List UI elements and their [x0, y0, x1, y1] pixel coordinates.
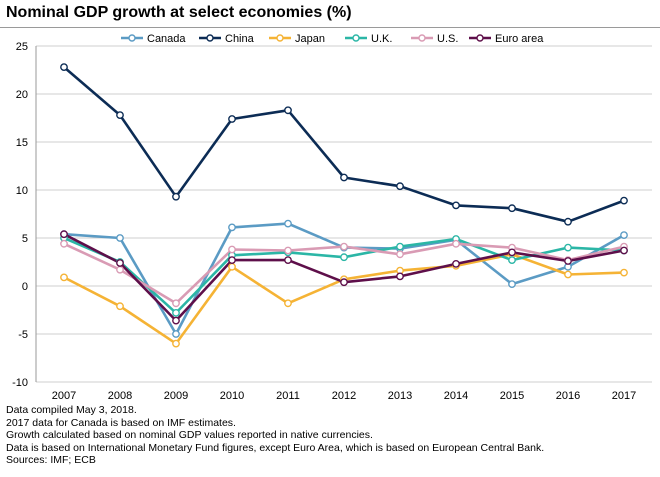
legend-swatch-marker: [352, 34, 360, 42]
data-point-u-s: [452, 239, 460, 248]
data-point-u-s: [172, 299, 180, 308]
x-tick-label: 2011: [276, 390, 300, 400]
data-point-canada: [620, 231, 628, 240]
legend-label: Japan: [295, 33, 325, 45]
series-line-u-s: [62, 242, 626, 305]
data-point-canada: [508, 280, 516, 289]
data-point-japan: [228, 262, 236, 271]
legend-label: Euro area: [495, 33, 544, 45]
x-tick-label: 2016: [556, 390, 580, 400]
y-tick-label: 10: [16, 185, 28, 197]
data-point-china: [340, 173, 348, 182]
note-line: Growth calculated based on nominal GDP v…: [6, 429, 373, 442]
y-tick-label: 15: [16, 137, 28, 149]
data-point-canada: [116, 234, 124, 242]
y-tick-label: -5: [18, 329, 28, 341]
y-tick-label: 20: [16, 89, 28, 101]
legend-swatch-marker: [128, 34, 136, 42]
legend-swatch-marker: [206, 34, 214, 42]
data-point-euro-area: [452, 259, 460, 268]
x-tick-label: 2008: [108, 390, 132, 400]
data-point-euro-area: [172, 316, 180, 325]
data-point-u-k: [396, 242, 404, 251]
title-divider: [0, 27, 660, 28]
series-line-china: [62, 65, 626, 223]
legend-swatch-marker: [476, 34, 484, 42]
chart-title: Nominal GDP growth at select economies (…: [6, 4, 352, 21]
legend-swatch-marker: [418, 34, 426, 42]
x-tick-label: 2010: [220, 390, 244, 400]
legend-label: U.S.: [437, 33, 458, 45]
data-point-china: [60, 63, 68, 71]
data-point-euro-area: [60, 230, 68, 239]
data-point-canada: [284, 219, 292, 228]
data-point-euro-area: [340, 278, 348, 287]
data-point-china: [508, 204, 516, 213]
data-point-u-s: [60, 239, 68, 248]
data-point-china: [452, 201, 460, 210]
note-line: Data compiled May 3, 2018.: [6, 404, 137, 416]
data-point-canada: [172, 330, 180, 338]
data-point-china: [620, 196, 628, 205]
data-point-u-s: [116, 265, 124, 274]
data-point-u-k: [340, 253, 348, 262]
data-point-euro-area: [396, 272, 404, 281]
series-line-japan: [62, 253, 626, 345]
y-tick-label: 0: [22, 281, 28, 293]
data-point-china: [172, 192, 180, 201]
data-point-china: [116, 111, 124, 120]
data-point-china: [564, 217, 572, 226]
legend-label: Canada: [147, 33, 186, 45]
y-tick-label: 5: [22, 233, 28, 245]
legend-swatch-marker: [276, 34, 284, 42]
data-point-u-s: [396, 250, 404, 259]
note-line: 2017 data for Canada is based on IMF est…: [6, 416, 236, 429]
data-point-u-k: [564, 243, 572, 252]
note-line: Sources: IMF; ECB: [6, 454, 96, 467]
data-point-china: [228, 115, 236, 123]
data-point-japan: [116, 302, 124, 311]
data-point-japan: [564, 270, 572, 279]
data-point-canada: [228, 223, 236, 232]
data-point-euro-area: [228, 256, 236, 265]
data-point-japan: [284, 299, 292, 308]
data-point-euro-area: [508, 248, 516, 257]
legend-label: U.K.: [371, 33, 392, 45]
data-point-japan: [620, 268, 628, 277]
note-line: Data is based on International Monetary …: [6, 441, 545, 454]
chart-notes: Data compiled May 3, 2018. 2017 data for…: [6, 404, 656, 467]
data-point-china: [284, 106, 292, 115]
data-point-euro-area: [620, 246, 628, 255]
data-point-u-k: [172, 308, 180, 317]
data-point-u-k: [508, 256, 516, 265]
data-point-u-s: [228, 245, 236, 254]
y-tick-label: -10: [12, 377, 28, 389]
y-tick-label: 25: [16, 41, 28, 53]
x-tick-label: 2009: [164, 390, 188, 400]
x-tick-label: 2007: [52, 390, 76, 400]
data-point-japan: [60, 273, 68, 282]
x-tick-label: 2013: [388, 390, 412, 400]
data-point-euro-area: [284, 256, 292, 265]
data-point-u-s: [284, 246, 292, 255]
x-tick-label: 2015: [500, 390, 524, 400]
data-point-euro-area: [116, 259, 124, 267]
data-point-china: [396, 182, 404, 191]
data-point-u-s: [340, 242, 348, 251]
data-point-euro-area: [564, 257, 572, 265]
legend-label: China: [225, 33, 255, 45]
x-tick-label: 2012: [332, 390, 356, 400]
x-tick-label: 2014: [444, 390, 468, 400]
data-point-japan: [172, 339, 180, 348]
x-tick-label: 2017: [612, 390, 636, 400]
